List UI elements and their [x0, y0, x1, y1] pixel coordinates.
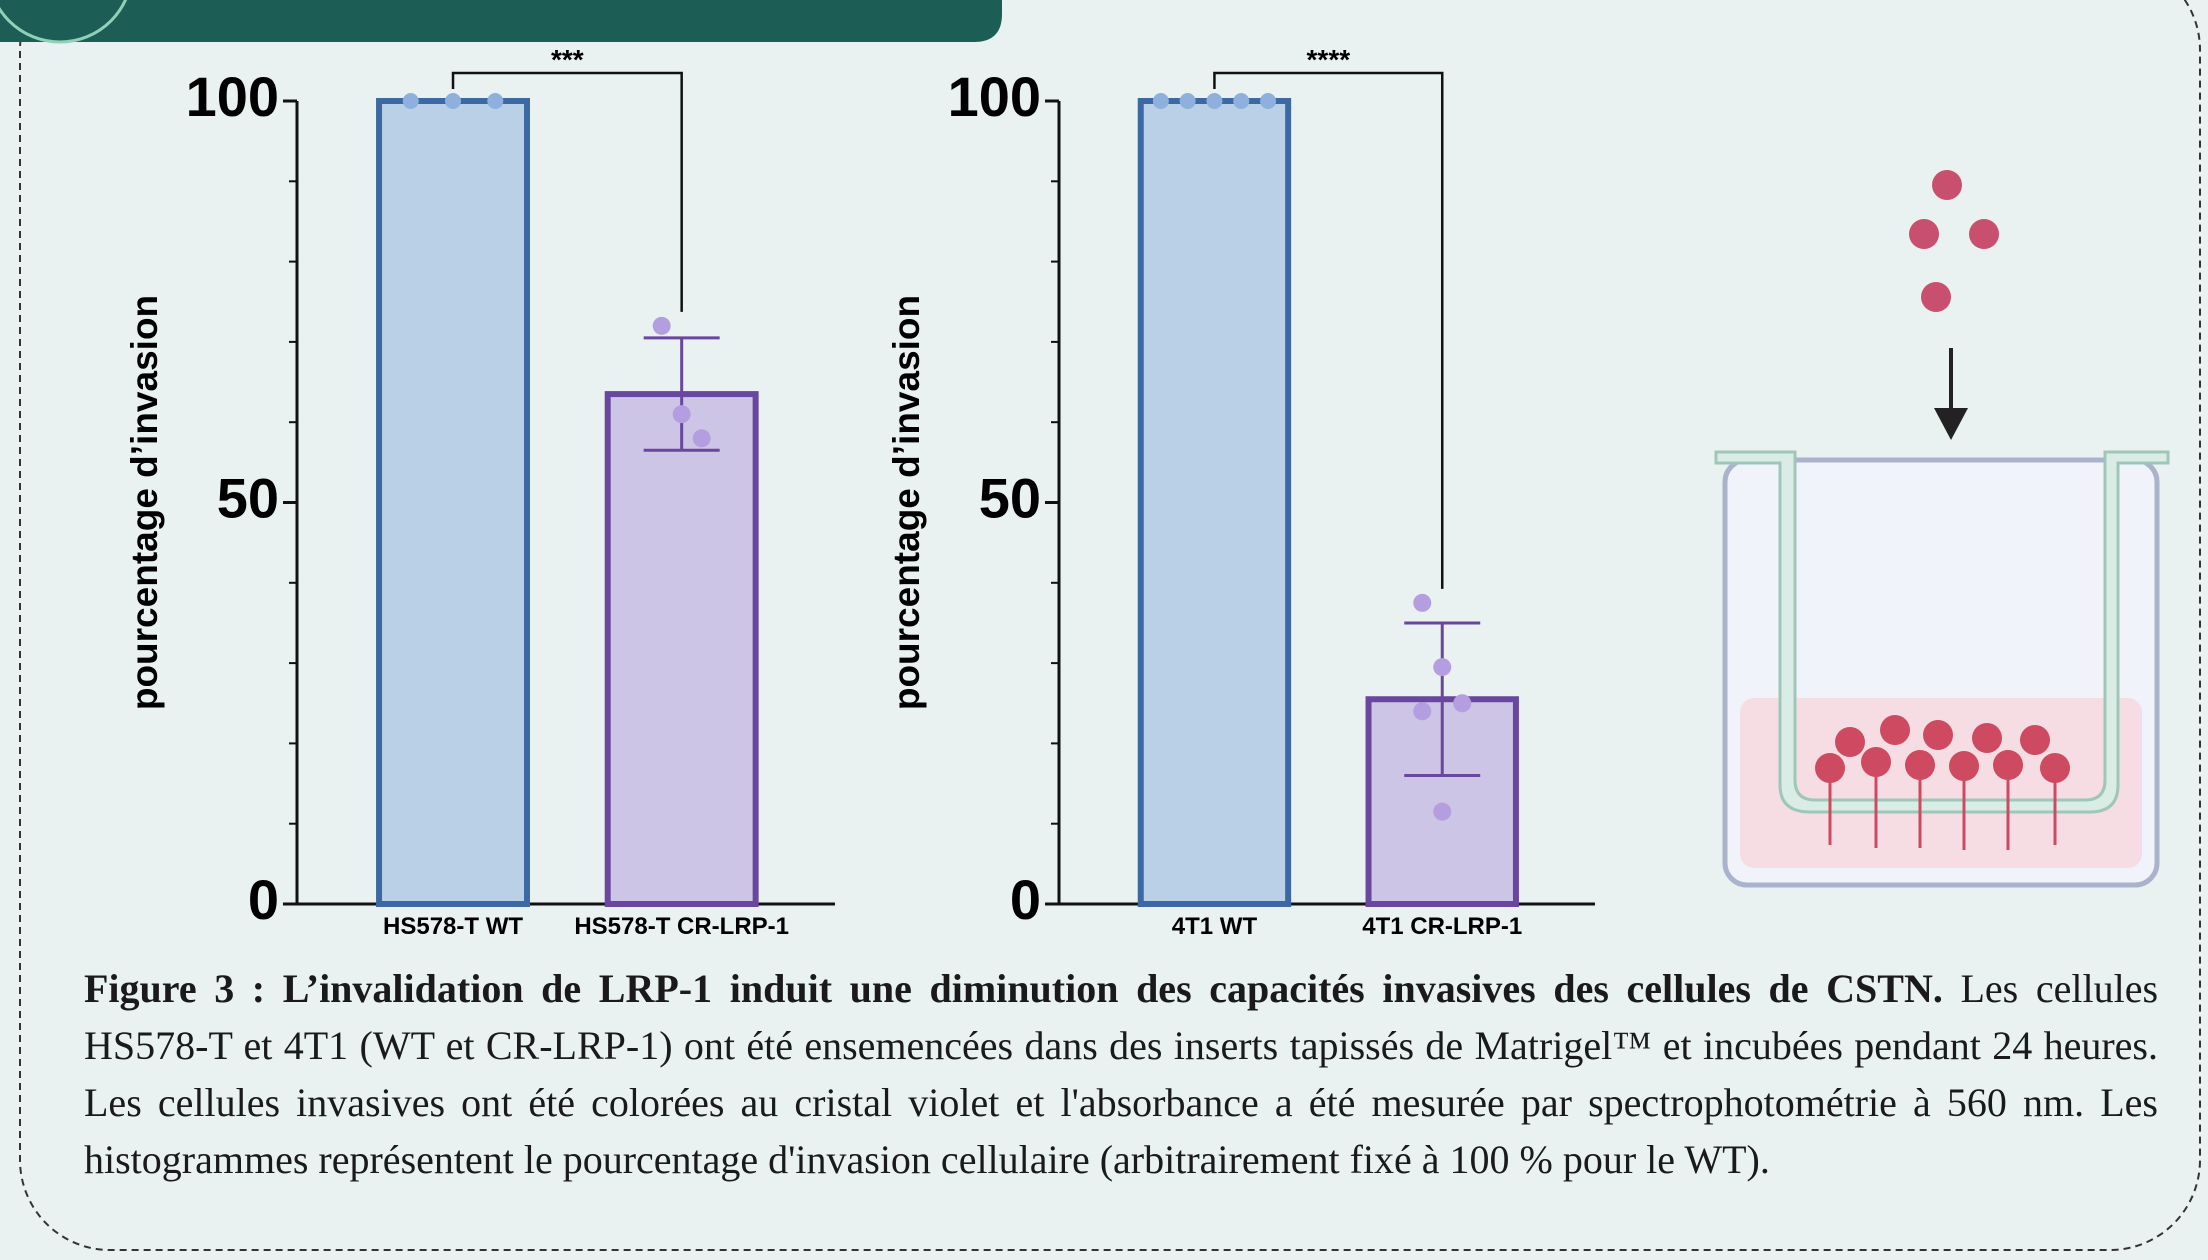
figure-caption: Figure 3 : L’invalidation de LRP-1 indui… [84, 960, 2158, 1188]
data-point [1206, 93, 1222, 109]
data-point [693, 429, 711, 447]
bar [608, 394, 756, 904]
y-tick-label: 0 [248, 868, 279, 931]
data-point [1233, 93, 1249, 109]
y-tick-label: 50 [217, 466, 279, 529]
bar [1141, 101, 1288, 904]
x-tick-label: 4T1 WT [1172, 913, 1258, 940]
data-point [1433, 803, 1451, 821]
y-tick-label: 100 [948, 65, 1041, 128]
data-point [1180, 93, 1196, 109]
data-point [1453, 694, 1471, 712]
y-tick-label: 100 [186, 65, 279, 128]
bar [379, 101, 527, 904]
data-point [445, 93, 461, 109]
header-bar [0, 0, 1002, 42]
significance-label: *** [551, 44, 584, 75]
y-tick-label: 0 [1010, 868, 1041, 931]
data-point [1153, 93, 1169, 109]
data-point [653, 317, 671, 335]
x-tick-label: HS578-T WT [383, 913, 523, 940]
poster-panel: 0 50 100 pourcentage d’invasion HS578-T WT HS… [0, 0, 2208, 1260]
data-point [673, 405, 691, 423]
transwell-illustration [1716, 170, 2168, 885]
x-tick-label: HS578-T CR-LRP-1 [574, 913, 789, 940]
y-axis-label: pourcentage d’invasion [124, 295, 165, 710]
y-axis-label: pourcentage d’invasion [886, 295, 927, 710]
data-point [487, 93, 503, 109]
data-point [1433, 658, 1451, 676]
x-tick-label: 4T1 CR-LRP-1 [1362, 913, 1522, 940]
data-point [1413, 594, 1431, 612]
caption-title: Figure 3 : L’invalidation de LRP-1 indui… [84, 966, 1943, 1011]
y-tick-label: 50 [979, 466, 1041, 529]
data-point [1260, 93, 1276, 109]
significance-label: **** [1307, 44, 1351, 75]
data-point [1413, 702, 1431, 720]
data-point [403, 93, 419, 109]
